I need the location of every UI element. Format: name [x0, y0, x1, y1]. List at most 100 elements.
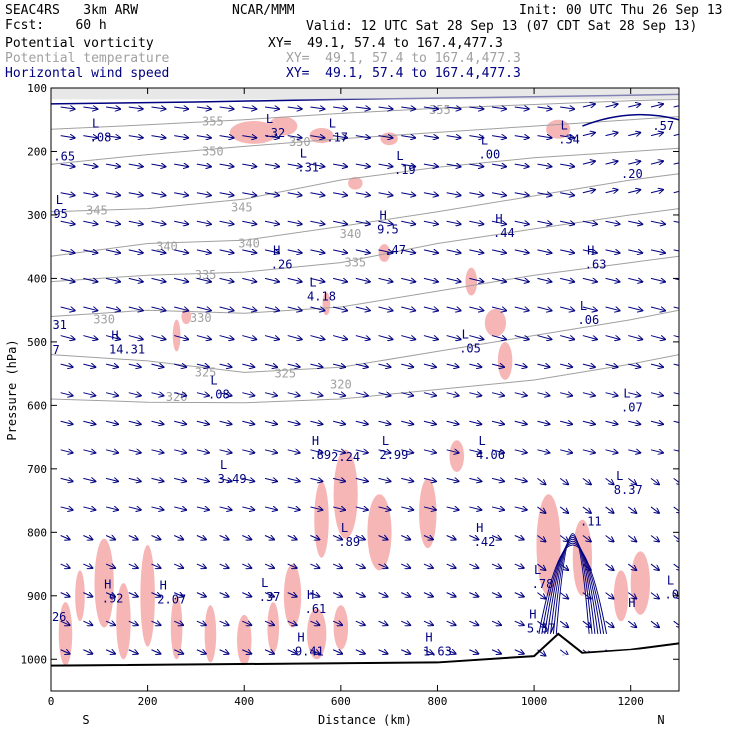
wind-vector	[174, 364, 186, 367]
org-label: NCAR/MMM	[232, 3, 295, 18]
wind-vector	[105, 650, 115, 654]
wind-vector	[128, 250, 143, 253]
wind-vector	[174, 478, 186, 481]
wind-vector	[423, 307, 438, 311]
wind-vector	[401, 136, 415, 138]
wind-vector	[401, 421, 413, 424]
wind-vector	[219, 507, 232, 510]
wind-vector	[537, 450, 549, 453]
wind-vector	[469, 107, 483, 109]
wind-vector	[423, 535, 433, 539]
theta-contour-label: 350	[202, 144, 224, 158]
wind-vector	[491, 278, 506, 281]
extremum-value: 4.18	[307, 289, 336, 303]
wind-vector	[514, 164, 529, 166]
wind-vector	[151, 136, 165, 138]
extremum-marker-low: L	[667, 574, 674, 588]
extremum-marker-high: H	[529, 607, 536, 621]
wind-vector	[537, 335, 551, 340]
wind-speed-contour	[550, 537, 596, 634]
wind-vector	[106, 107, 120, 109]
wind-vector	[332, 621, 342, 625]
wind-vector	[332, 335, 347, 340]
wind-vector	[287, 335, 302, 340]
wind-vector	[605, 161, 618, 164]
wind-vector	[60, 535, 70, 539]
wind-vector	[378, 107, 393, 109]
pv-shaded-region	[267, 602, 280, 653]
wind-vector	[332, 307, 347, 311]
wind-vector	[514, 364, 527, 367]
wind-vector	[60, 621, 70, 625]
wind-vector	[446, 621, 456, 625]
wind-vector	[605, 421, 618, 424]
extremum-value: .89	[309, 448, 331, 462]
wind-vector	[537, 221, 551, 224]
wind-vector	[628, 278, 642, 281]
wind-vector	[83, 507, 95, 510]
wind-vector	[627, 592, 636, 599]
wind-vector	[310, 650, 319, 654]
wind-vector	[673, 535, 679, 541]
wind-vector	[446, 421, 459, 424]
wind-vector	[264, 136, 279, 138]
wind-vector	[627, 535, 636, 541]
wind-vector	[605, 364, 618, 367]
wind-vector	[378, 364, 391, 367]
wind-vector	[83, 535, 92, 539]
wind-vector	[242, 621, 251, 625]
wind-vector	[650, 592, 659, 599]
wind-vector	[605, 563, 614, 570]
theta-contour-340	[51, 173, 679, 257]
wind-vector	[287, 250, 302, 253]
extremum-value: .17	[326, 131, 348, 145]
wind-vector	[355, 650, 365, 654]
theta-contour-label: 345	[231, 200, 253, 214]
extremum-marker-low: L	[329, 117, 336, 131]
wind-vector	[151, 507, 163, 510]
wind-vector	[560, 278, 574, 281]
extremum-value: .78	[532, 577, 554, 591]
wind-vector	[469, 221, 483, 224]
wind-vector	[242, 307, 256, 311]
wind-vector	[355, 107, 370, 109]
extremum-value: .63	[585, 258, 607, 272]
extremum-value: 2.07	[157, 593, 186, 607]
x-tick-label: 0	[48, 695, 55, 708]
wind-vector	[196, 621, 206, 625]
wind-vector	[264, 278, 279, 281]
wind-vector	[627, 563, 636, 570]
theta-contour-label: 340	[238, 237, 260, 251]
wind-vector	[219, 193, 234, 196]
wind-vector	[423, 650, 433, 654]
wind-vector	[128, 364, 141, 367]
pv-shaded-region	[484, 308, 507, 337]
wind-vector	[287, 364, 300, 367]
wind-vector	[446, 478, 459, 481]
wind-vector	[128, 164, 143, 166]
wind-vector	[287, 507, 300, 510]
wind-vector	[582, 104, 595, 107]
extremum-marker-low: L	[481, 134, 488, 148]
wind-vector	[196, 421, 209, 424]
wind-vector	[605, 190, 618, 193]
wind-vector	[83, 393, 95, 396]
wind-vector	[514, 478, 527, 481]
wind-vector	[469, 335, 483, 340]
wind-vector	[60, 421, 73, 424]
extremum-value: 3.49	[218, 472, 247, 486]
wind-vector	[333, 278, 347, 281]
wind-speed-contour	[552, 535, 593, 634]
wind-vector	[582, 335, 597, 340]
wind-vector	[174, 221, 188, 224]
wind-vector	[582, 592, 591, 599]
wind-vector	[196, 136, 211, 138]
wind-vector	[673, 162, 679, 165]
wind-vector	[401, 193, 415, 196]
wind-vector	[151, 364, 163, 367]
wind-vector	[105, 364, 118, 367]
extrema-labels: L.08.65L.32L.17L.31L.19L.00L.34.20.57L95…	[52, 112, 679, 659]
wind-vector	[491, 307, 506, 311]
wind-vector	[105, 393, 118, 396]
wind-vector	[560, 136, 574, 138]
